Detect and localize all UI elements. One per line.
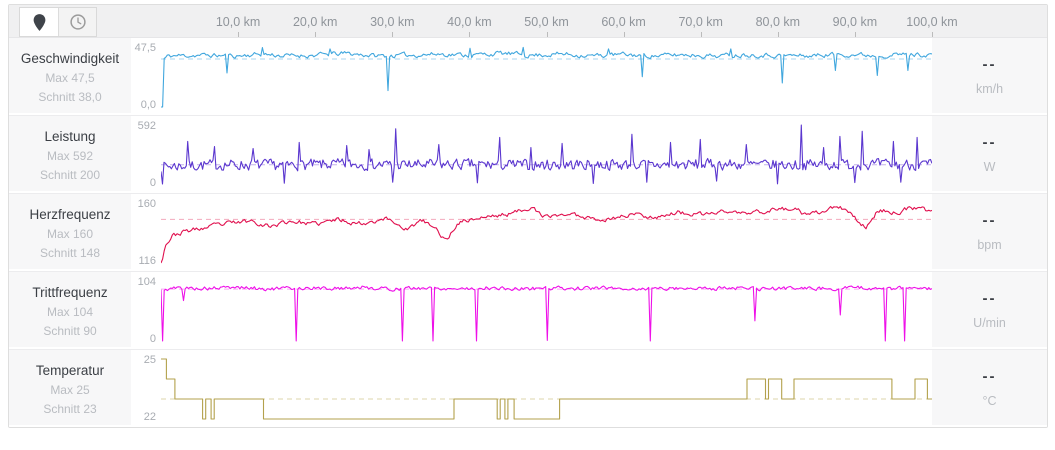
metric-avg-label: Schnitt 38,0 — [38, 90, 102, 104]
metric-label-cell[interactable]: Leistung Max 592 Schnitt 200 — [9, 116, 131, 193]
value-unit: °C — [982, 393, 997, 408]
metric-avg-label: Schnitt 200 — [39, 168, 101, 182]
y-axis-max-label: 25 — [143, 354, 156, 366]
metric-row-geschwindigkeit: Geschwindigkeit Max 47,5 Schnitt 38,0 47,5 0… — [9, 38, 1047, 116]
metric-label-cell[interactable]: Temperatur Max 25 Schnitt 23 — [9, 350, 131, 427]
clock-icon — [69, 14, 86, 30]
y-axis-gutter: 160 116 — [131, 194, 161, 271]
location-pin-icon — [33, 13, 45, 31]
axis-tick-mark — [546, 32, 548, 37]
y-axis-min-label: 0 — [149, 333, 156, 345]
value-unit: bpm — [977, 237, 1002, 252]
y-axis-max-label: 592 — [137, 120, 156, 132]
axis-tick-label: 20,0 km — [292, 15, 338, 29]
axis-tick-mark — [392, 32, 394, 37]
axis-tick-label: 100,0 km — [906, 15, 958, 29]
metric-max-label: Max 592 — [46, 149, 94, 163]
axis-tick-label: 30,0 km — [370, 15, 415, 29]
hover-value-cell: -- bpm — [932, 194, 1047, 271]
time-toggle-button[interactable] — [58, 8, 96, 36]
metric-row-herzfrequenz: Herzfrequenz Max 160 Schnitt 148 160 116 -- bp… — [9, 194, 1047, 272]
axis-tick-mark — [315, 32, 317, 37]
chart-svg-temperatur[interactable] — [161, 350, 932, 427]
axis-tick-label: 10,0 km — [215, 15, 261, 29]
metric-label-cell[interactable]: Geschwindigkeit Max 47,5 Schnitt 38,0 — [9, 38, 131, 115]
activity-charts-panel: 10,0 km 20,0 km 30,0 km 40,0 km 50,0 km 60,0 … — [8, 4, 1048, 428]
axis-tick-mark — [777, 32, 779, 37]
metric-avg-label: Schnitt 90 — [43, 324, 97, 338]
hover-value-cell: -- km/h — [932, 38, 1047, 115]
distance-toggle-button[interactable] — [20, 8, 58, 36]
y-axis-min-label: 0,0 — [140, 99, 156, 111]
chart-plot-area[interactable] — [161, 38, 932, 115]
chart-plot-area[interactable] — [161, 194, 932, 271]
axis-tick-label: 70,0 km — [678, 15, 723, 29]
axis-tick-label: 80,0 km — [755, 15, 801, 29]
metric-avg-label: Schnitt 23 — [43, 402, 97, 416]
metric-max-label: Max 160 — [46, 227, 94, 241]
hover-value: -- — [982, 289, 997, 307]
chart-svg-trittfrequenz[interactable] — [161, 272, 932, 349]
y-axis-max-label: 104 — [137, 276, 156, 288]
chart-plot-area[interactable] — [161, 116, 932, 193]
chart-plot-area[interactable] — [161, 350, 932, 427]
hover-value-cell: -- °C — [932, 350, 1047, 427]
chart-rows: Geschwindigkeit Max 47,5 Schnitt 38,0 47,5 0… — [9, 38, 1047, 427]
hover-value: -- — [982, 367, 997, 385]
chart-header: 10,0 km 20,0 km 30,0 km 40,0 km 50,0 km 60,0 … — [9, 5, 1047, 38]
distance-axis: 10,0 km 20,0 km 30,0 km 40,0 km 50,0 km 60,0 … — [161, 5, 958, 37]
y-axis-min-label: 22 — [143, 411, 156, 423]
chart-svg-herzfrequenz[interactable] — [161, 194, 932, 271]
axis-tick-label: 40,0 km — [447, 15, 492, 29]
metric-label-cell[interactable]: Herzfrequenz Max 160 Schnitt 148 — [9, 194, 131, 271]
value-unit: W — [983, 159, 996, 174]
hover-value-cell: -- U/min — [932, 272, 1047, 349]
metric-avg-label: Schnitt 148 — [39, 246, 101, 260]
axis-tick-label: 90,0 km — [832, 15, 878, 29]
metric-max-label: Max 104 — [46, 305, 94, 319]
y-axis-gutter: 25 22 — [131, 350, 161, 427]
axis-tick-mark — [932, 32, 933, 37]
metric-label-cell[interactable]: Trittfrequenz Max 104 Schnitt 90 — [9, 272, 131, 349]
y-axis-gutter: 592 0 — [131, 116, 161, 193]
metric-row-leistung: Leistung Max 592 Schnitt 200 592 0 -- W — [9, 116, 1047, 194]
axis-tick-mark — [854, 32, 856, 37]
y-axis-gutter: 104 0 — [131, 272, 161, 349]
axis-tick-mark — [623, 32, 625, 37]
y-axis-max-label: 47,5 — [134, 42, 156, 54]
chart-svg-geschwindigkeit[interactable] — [161, 38, 932, 115]
axis-tick-mark — [469, 32, 471, 37]
chart-svg-leistung[interactable] — [161, 116, 932, 193]
metric-row-temperatur: Temperatur Max 25 Schnitt 23 25 22 -- °C — [9, 350, 1047, 427]
metric-title: Geschwindigkeit — [20, 51, 120, 66]
data-line — [161, 358, 932, 420]
metric-title: Trittfrequenz — [32, 285, 108, 300]
data-line — [161, 205, 932, 264]
y-axis-min-label: 116 — [138, 255, 156, 267]
hover-value: -- — [982, 211, 997, 229]
axis-tick-label: 60,0 km — [601, 15, 646, 29]
axis-tick-mark — [700, 32, 702, 37]
value-unit: km/h — [975, 81, 1004, 96]
data-line — [161, 285, 932, 342]
metric-title: Temperatur — [35, 363, 105, 378]
metric-title: Herzfrequenz — [29, 207, 111, 222]
metric-max-label: Max 25 — [50, 383, 90, 397]
metric-title: Leistung — [44, 129, 96, 144]
data-line — [161, 124, 932, 185]
y-axis-max-label: 160 — [137, 198, 156, 210]
data-line — [161, 46, 932, 108]
axis-tick-label: 50,0 km — [524, 15, 569, 29]
y-axis-gutter: 47,5 0,0 — [131, 38, 161, 115]
hover-value: -- — [982, 133, 997, 151]
value-unit: U/min — [973, 315, 1006, 330]
axis-tick-mark — [238, 32, 240, 37]
hover-value: -- — [982, 55, 997, 73]
x-axis-mode-toggle — [19, 7, 97, 37]
hover-value-cell: -- W — [932, 116, 1047, 193]
metric-max-label: Max 47,5 — [45, 71, 95, 85]
y-axis-min-label: 0 — [149, 177, 156, 189]
metric-row-trittfrequenz: Trittfrequenz Max 104 Schnitt 90 104 0 -- U/mi… — [9, 272, 1047, 350]
chart-plot-area[interactable] — [161, 272, 932, 349]
